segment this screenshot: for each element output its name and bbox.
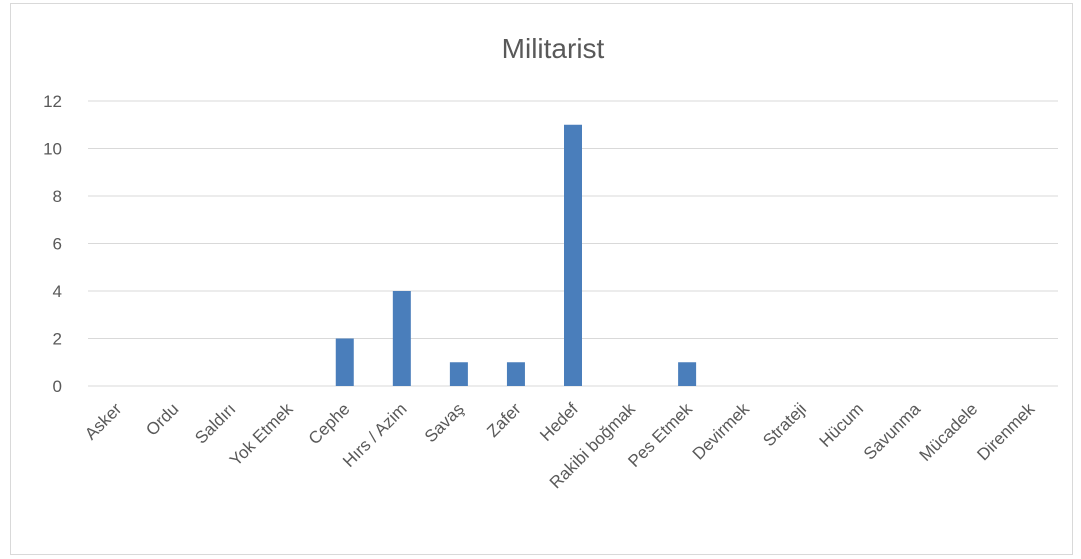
bar xyxy=(392,291,411,386)
x-category-label: Direnmek xyxy=(973,399,1038,464)
y-tick-label: 6 xyxy=(53,235,62,254)
x-category-label: Asker xyxy=(81,399,125,443)
x-category-label: Hedef xyxy=(536,399,582,445)
chart-area xyxy=(10,3,1073,555)
x-category-label: Hücum xyxy=(816,399,868,451)
y-tick-label: 4 xyxy=(53,282,62,301)
y-tick-label: 8 xyxy=(53,187,62,206)
x-category-label: Yok Etmek xyxy=(226,399,297,470)
bar xyxy=(506,362,525,386)
bar xyxy=(335,338,354,386)
x-category-label: Savaş xyxy=(421,399,468,446)
y-tick-label: 0 xyxy=(53,377,62,396)
x-category-label: Mücadele xyxy=(916,399,982,465)
y-tick-label: 2 xyxy=(53,330,62,349)
chart-title: Militarist xyxy=(502,33,605,64)
y-axis-ticks: 0 2 4 6 8 10 12 xyxy=(43,92,62,396)
x-category-label: Strateji xyxy=(759,399,810,450)
x-category-label: Devirmek xyxy=(689,399,754,464)
y-tick-label: 10 xyxy=(43,140,62,159)
x-category-label: Cephe xyxy=(305,399,354,448)
x-category-label: Ordu xyxy=(142,399,182,439)
x-category-label: Saldırı xyxy=(191,399,239,447)
bar xyxy=(564,124,582,386)
bars xyxy=(335,124,697,386)
x-category-label: Zafer xyxy=(483,399,525,441)
y-tick-label: 12 xyxy=(43,92,62,111)
x-category-label: Savunma xyxy=(860,399,925,464)
bar xyxy=(678,362,697,386)
bar xyxy=(449,362,468,386)
